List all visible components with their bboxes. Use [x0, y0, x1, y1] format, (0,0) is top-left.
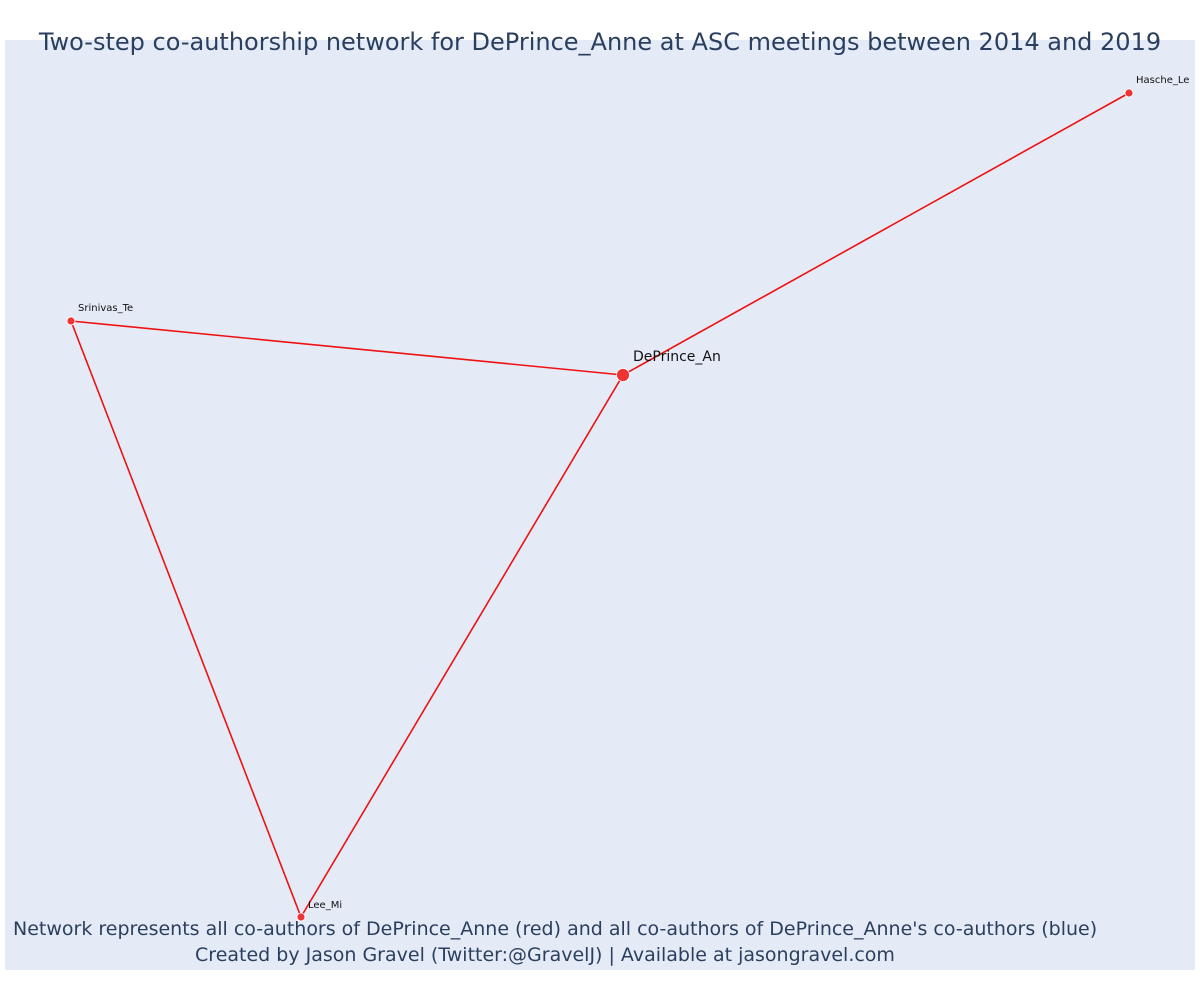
- caption-legend-note: Network represents all co-authors of DeP…: [13, 918, 1098, 940]
- edge-DePrince_An-Hasche_Le: [622, 92, 1130, 376]
- edges-layer: [70, 92, 1130, 918]
- node-Srinivas_Te[interactable]: [66, 316, 76, 326]
- node-DePrince_An[interactable]: [616, 368, 630, 382]
- node-label-Srinivas_Te: Srinivas_Te: [78, 303, 133, 314]
- chart-title: Two-step co-authorship network for DePri…: [38, 28, 1162, 56]
- plot-background: [5, 40, 1195, 970]
- node-label-Lee_Mi: Lee_Mi: [308, 900, 342, 911]
- node-Lee_Mi[interactable]: [296, 912, 306, 922]
- node-label-Hasche_Le: Hasche_Le: [1136, 75, 1189, 86]
- node-label-DePrince_An: DePrince_An: [633, 349, 721, 365]
- node-Hasche_Le[interactable]: [1124, 88, 1134, 98]
- caption-credit: Created by Jason Gravel (Twitter:@Gravel…: [195, 944, 895, 966]
- labels-layer: DePrince_An Hasche_Le Srinivas_Te Lee_Mi: [78, 75, 1189, 911]
- nodes-layer: [66, 88, 1134, 922]
- edge-Srinivas_Te-Lee_Mi: [70, 320, 302, 918]
- edge-DePrince_An-Srinivas_Te: [70, 320, 624, 376]
- edge-DePrince_An-Lee_Mi: [300, 374, 624, 918]
